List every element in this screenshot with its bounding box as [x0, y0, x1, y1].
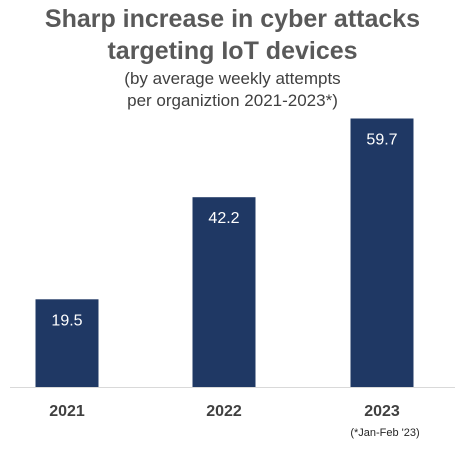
x-tick-label-2022: 2022 — [206, 403, 242, 420]
x-tick-label-2021: 2021 — [49, 403, 85, 420]
bar-2022 — [192, 197, 256, 387]
data-label-2022: 42.2 — [208, 210, 239, 227]
chart-title-line-2: targeting IoT devices — [107, 37, 358, 65]
footnote: (*Jan-Feb '23) — [350, 427, 420, 439]
bar-2023 — [350, 118, 414, 387]
data-label-2021: 19.5 — [51, 312, 82, 329]
x-tick-label-2023: 2023 — [364, 403, 400, 420]
data-label-2023: 59.7 — [366, 131, 397, 148]
chart-title-line-1: Sharp increase in cyber attacks — [44, 5, 421, 33]
chart-subtitle-line-2: per organiztion 2021-2023*) — [127, 91, 338, 110]
bar-2021 — [35, 299, 99, 387]
chart-subtitle-line-1: (by average weekly attempts — [124, 69, 341, 88]
